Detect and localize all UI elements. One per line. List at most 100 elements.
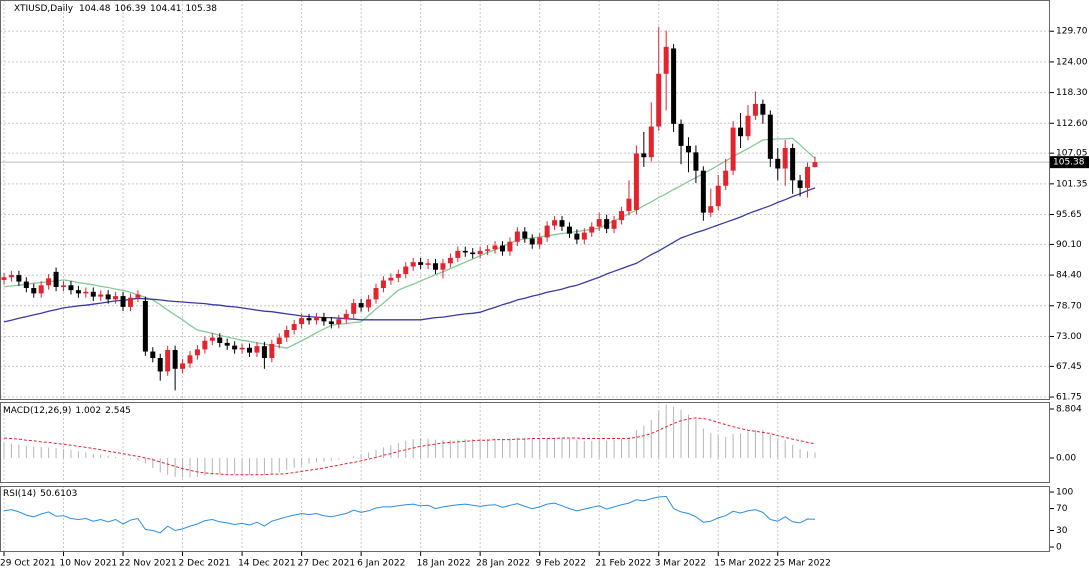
candle-body <box>552 220 558 226</box>
macd-bar <box>3 442 5 459</box>
macd-header: MACD(12,26,9) 1.002 2.545 <box>3 406 131 416</box>
candle-body <box>142 300 148 352</box>
candle-body <box>209 337 215 341</box>
macd-pane-frame <box>0 402 1050 483</box>
macd-bar <box>167 458 169 475</box>
candle-body <box>150 351 156 359</box>
macd-bar <box>256 458 258 475</box>
macd-bar <box>613 440 615 459</box>
macd-bar <box>241 458 243 475</box>
macd-bar <box>635 430 637 459</box>
macd-bar <box>695 420 697 459</box>
candle-body <box>723 170 729 186</box>
candle-body <box>477 250 483 255</box>
macd-bar <box>152 458 154 469</box>
y-tick-label: 73.00 <box>1056 332 1082 342</box>
macd-bar <box>397 442 399 459</box>
candle-body <box>700 170 706 213</box>
macd-bar <box>725 436 727 459</box>
y-tick-label: 107.05 <box>1056 149 1088 159</box>
candle-body <box>23 281 29 289</box>
macd-bar <box>807 451 809 459</box>
candle-body <box>671 48 677 124</box>
candle-body <box>53 271 59 287</box>
candle-body <box>8 275 14 278</box>
candle-body <box>760 103 766 115</box>
macd-bar <box>33 446 35 459</box>
rsi-line <box>3 495 816 534</box>
candle-body <box>380 280 386 289</box>
rsi-pane-frame <box>0 486 1050 552</box>
x-tick-label: 15 Mar 2022 <box>714 559 771 569</box>
y-tick-label: 129.70 <box>1056 27 1088 37</box>
macd-bar <box>189 458 191 478</box>
y-tick-label: 112.60 <box>1056 119 1088 129</box>
macd-bar <box>658 411 660 459</box>
macd-bar <box>115 456 117 459</box>
macd-bar <box>479 439 481 459</box>
candle-body <box>708 206 714 213</box>
macd-bar <box>219 458 221 475</box>
y-tick-label: 124.00 <box>1056 57 1088 67</box>
candle-body <box>224 342 230 346</box>
y-tick-label: 0 <box>1056 543 1062 553</box>
macd-bar <box>63 449 65 459</box>
candle-body <box>790 148 796 181</box>
macd-bar <box>457 439 459 459</box>
candle-body <box>730 127 736 171</box>
candle-body <box>75 290 81 294</box>
candle-body <box>566 226 572 234</box>
macd-bar <box>494 438 496 459</box>
candle-body <box>172 349 178 369</box>
candle-body <box>633 153 639 210</box>
macd-bar <box>382 447 384 459</box>
candle-body <box>135 294 141 298</box>
candle-body <box>425 263 431 265</box>
candle-body <box>782 148 788 169</box>
macd-bar <box>18 444 20 459</box>
x-tick-label: 25 Mar 2022 <box>774 559 831 569</box>
macd-bar <box>368 452 370 459</box>
macd-bar <box>129 458 131 460</box>
candle-body <box>366 299 372 308</box>
candle-body <box>611 220 617 229</box>
macd-bar <box>420 438 422 459</box>
candle-body <box>306 318 312 321</box>
y-tick-label: 70 <box>1056 504 1068 514</box>
header: XTIUSD,Daily 104.48 106.39 104.41 105.38 <box>14 4 217 14</box>
candle-body <box>656 73 662 127</box>
macd-bar <box>353 456 355 459</box>
candle-body <box>745 115 751 137</box>
macd-bar <box>732 434 734 459</box>
candle-body <box>648 126 654 158</box>
price-badge <box>1050 156 1089 169</box>
candle-body <box>343 313 349 320</box>
macd-bar <box>650 420 652 459</box>
macd-bar <box>301 458 303 466</box>
macd-bar <box>196 458 198 477</box>
macd-bar <box>412 439 414 459</box>
macd-bar <box>226 458 228 475</box>
candle-body <box>641 153 647 158</box>
candle-body <box>470 252 476 255</box>
candle-body <box>217 337 223 343</box>
candle-body <box>529 238 535 245</box>
rsi-header: RSI(14) 50.6103 <box>3 489 77 499</box>
y-tick-label: 84.40 <box>1056 271 1082 281</box>
last-low: 104.41 <box>150 4 182 14</box>
macd-bar <box>442 440 444 459</box>
macd-bar <box>211 458 213 475</box>
macd-bar <box>55 447 57 459</box>
macd-bar <box>702 428 704 459</box>
macd-signal-value: 2.545 <box>105 406 131 416</box>
price-badge-label: 105.38 <box>1053 158 1085 168</box>
x-tick-label: 22 Nov 2021 <box>119 559 177 569</box>
candle-body <box>462 250 468 253</box>
candle-body <box>596 219 602 227</box>
candle-body <box>261 346 267 359</box>
candle-body <box>589 226 595 233</box>
y-tick-label: 100 <box>1056 488 1073 498</box>
candle-body <box>574 233 580 240</box>
macd-bar <box>665 404 667 459</box>
candle-body <box>433 263 439 270</box>
